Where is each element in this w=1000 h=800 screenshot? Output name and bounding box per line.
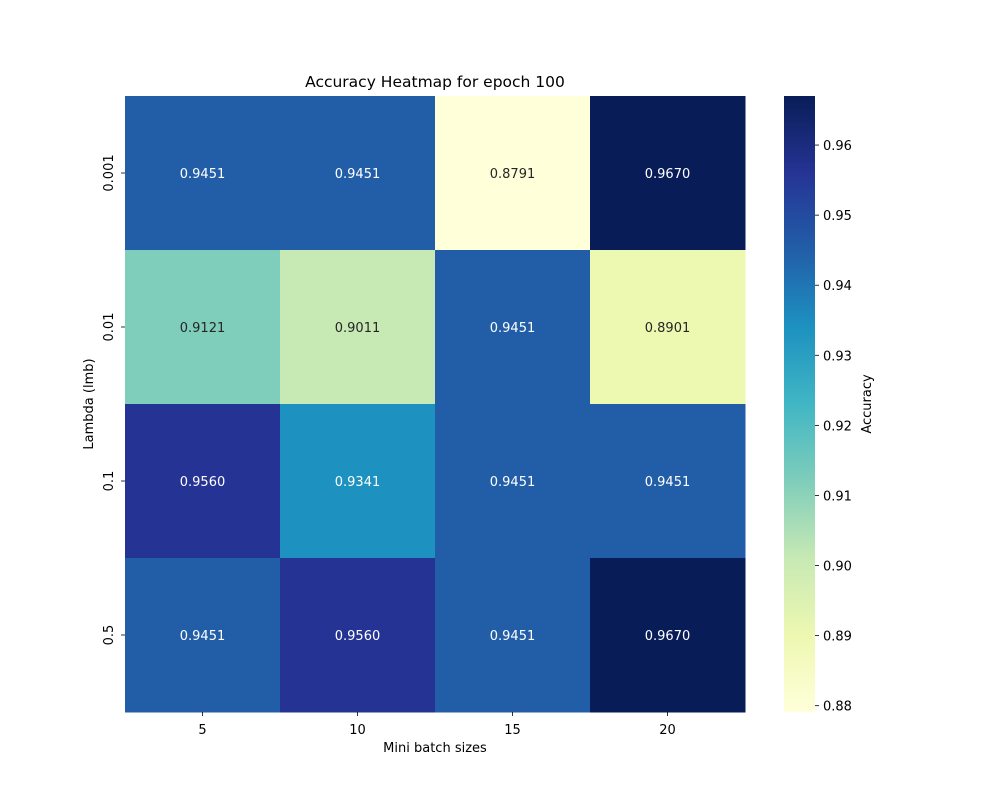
- heatmap-cell: [280, 404, 436, 559]
- heatmap-cell: [125, 250, 281, 405]
- heatmap-cell: [590, 558, 746, 713]
- cell-value-label: 0.9451: [180, 629, 226, 644]
- heatmap-cell: [590, 96, 746, 251]
- heatmap-cell: [280, 250, 436, 405]
- heatmap-cell: [125, 404, 281, 559]
- heatmap-cell: [435, 558, 591, 713]
- colorbar-tick-label: 0.93: [823, 349, 852, 364]
- heatmap-cells: 0.9451 0.9451 0.8791 0.9670 0.9121 0.9011 0.94…: [125, 96, 746, 713]
- heatmap-cell: [280, 96, 436, 251]
- x-tick-label: 10: [349, 723, 366, 738]
- colorbar-tick-label: 0.88: [823, 700, 852, 715]
- cell-value-label: 0.9560: [335, 629, 381, 644]
- heatmap-cell: [435, 250, 591, 405]
- colorbar-tick-label: 0.94: [823, 279, 852, 294]
- x-tick-label: 15: [504, 723, 521, 738]
- cell-value-label: 0.8901: [645, 321, 691, 336]
- colorbar-tick-label: 0.89: [823, 630, 852, 645]
- cell-value-label: 0.9451: [335, 167, 381, 182]
- cell-value-label: 0.9451: [490, 629, 536, 644]
- cell-value-label: 0.9011: [335, 321, 381, 336]
- y-axis-label: Lambda (lmb): [82, 358, 97, 449]
- cell-value-label: 0.9451: [490, 321, 536, 336]
- cell-value-label: 0.9121: [180, 321, 226, 336]
- cell-value-label: 0.9670: [645, 167, 691, 182]
- colorbar-tick-label: 0.91: [823, 489, 852, 504]
- cell-value-label: 0.8791: [490, 167, 536, 182]
- cell-value-label: 0.9451: [490, 475, 536, 490]
- y-tick-label: 0.1: [102, 471, 117, 492]
- heatmap-cell: [590, 404, 746, 559]
- heatmap-cell: [435, 96, 591, 251]
- y-tick-label: 0.001: [102, 154, 117, 191]
- heatmap-cell: [435, 404, 591, 559]
- cell-value-label: 0.9451: [180, 167, 226, 182]
- colorbar-tick-label: 0.92: [823, 419, 852, 434]
- heatmap-cell: [125, 96, 281, 251]
- colorbar: [784, 96, 815, 712]
- cell-value-label: 0.9451: [645, 475, 691, 490]
- x-axis-label: Mini batch sizes: [383, 741, 487, 756]
- x-tick-label: 20: [659, 723, 676, 738]
- cell-value-label: 0.9670: [645, 629, 691, 644]
- colorbar-tick-label: 0.90: [823, 560, 852, 575]
- cell-value-label: 0.9560: [180, 475, 226, 490]
- heatmap-cell: [590, 250, 746, 405]
- y-axis: 0.001 0.01 0.1 0.5: [102, 154, 125, 645]
- y-tick-label: 0.5: [102, 625, 117, 646]
- cell-value-label: 0.9341: [335, 475, 381, 490]
- colorbar-tick-label: 0.96: [823, 139, 852, 154]
- y-tick-label: 0.01: [102, 313, 117, 342]
- x-tick-label: 5: [198, 723, 206, 738]
- chart-title: Accuracy Heatmap for epoch 100: [305, 73, 565, 91]
- colorbar-tick-label: 0.95: [823, 209, 852, 224]
- x-axis: 5 10 15 20: [198, 712, 676, 738]
- colorbar-label: Accuracy: [860, 374, 875, 434]
- heatmap-cell: [125, 558, 281, 713]
- colorbar-axis: 0.88 0.89 0.90 0.91 0.92 0.93 0.94 0.95 0.96: [815, 139, 852, 715]
- heatmap-cell: [280, 558, 436, 713]
